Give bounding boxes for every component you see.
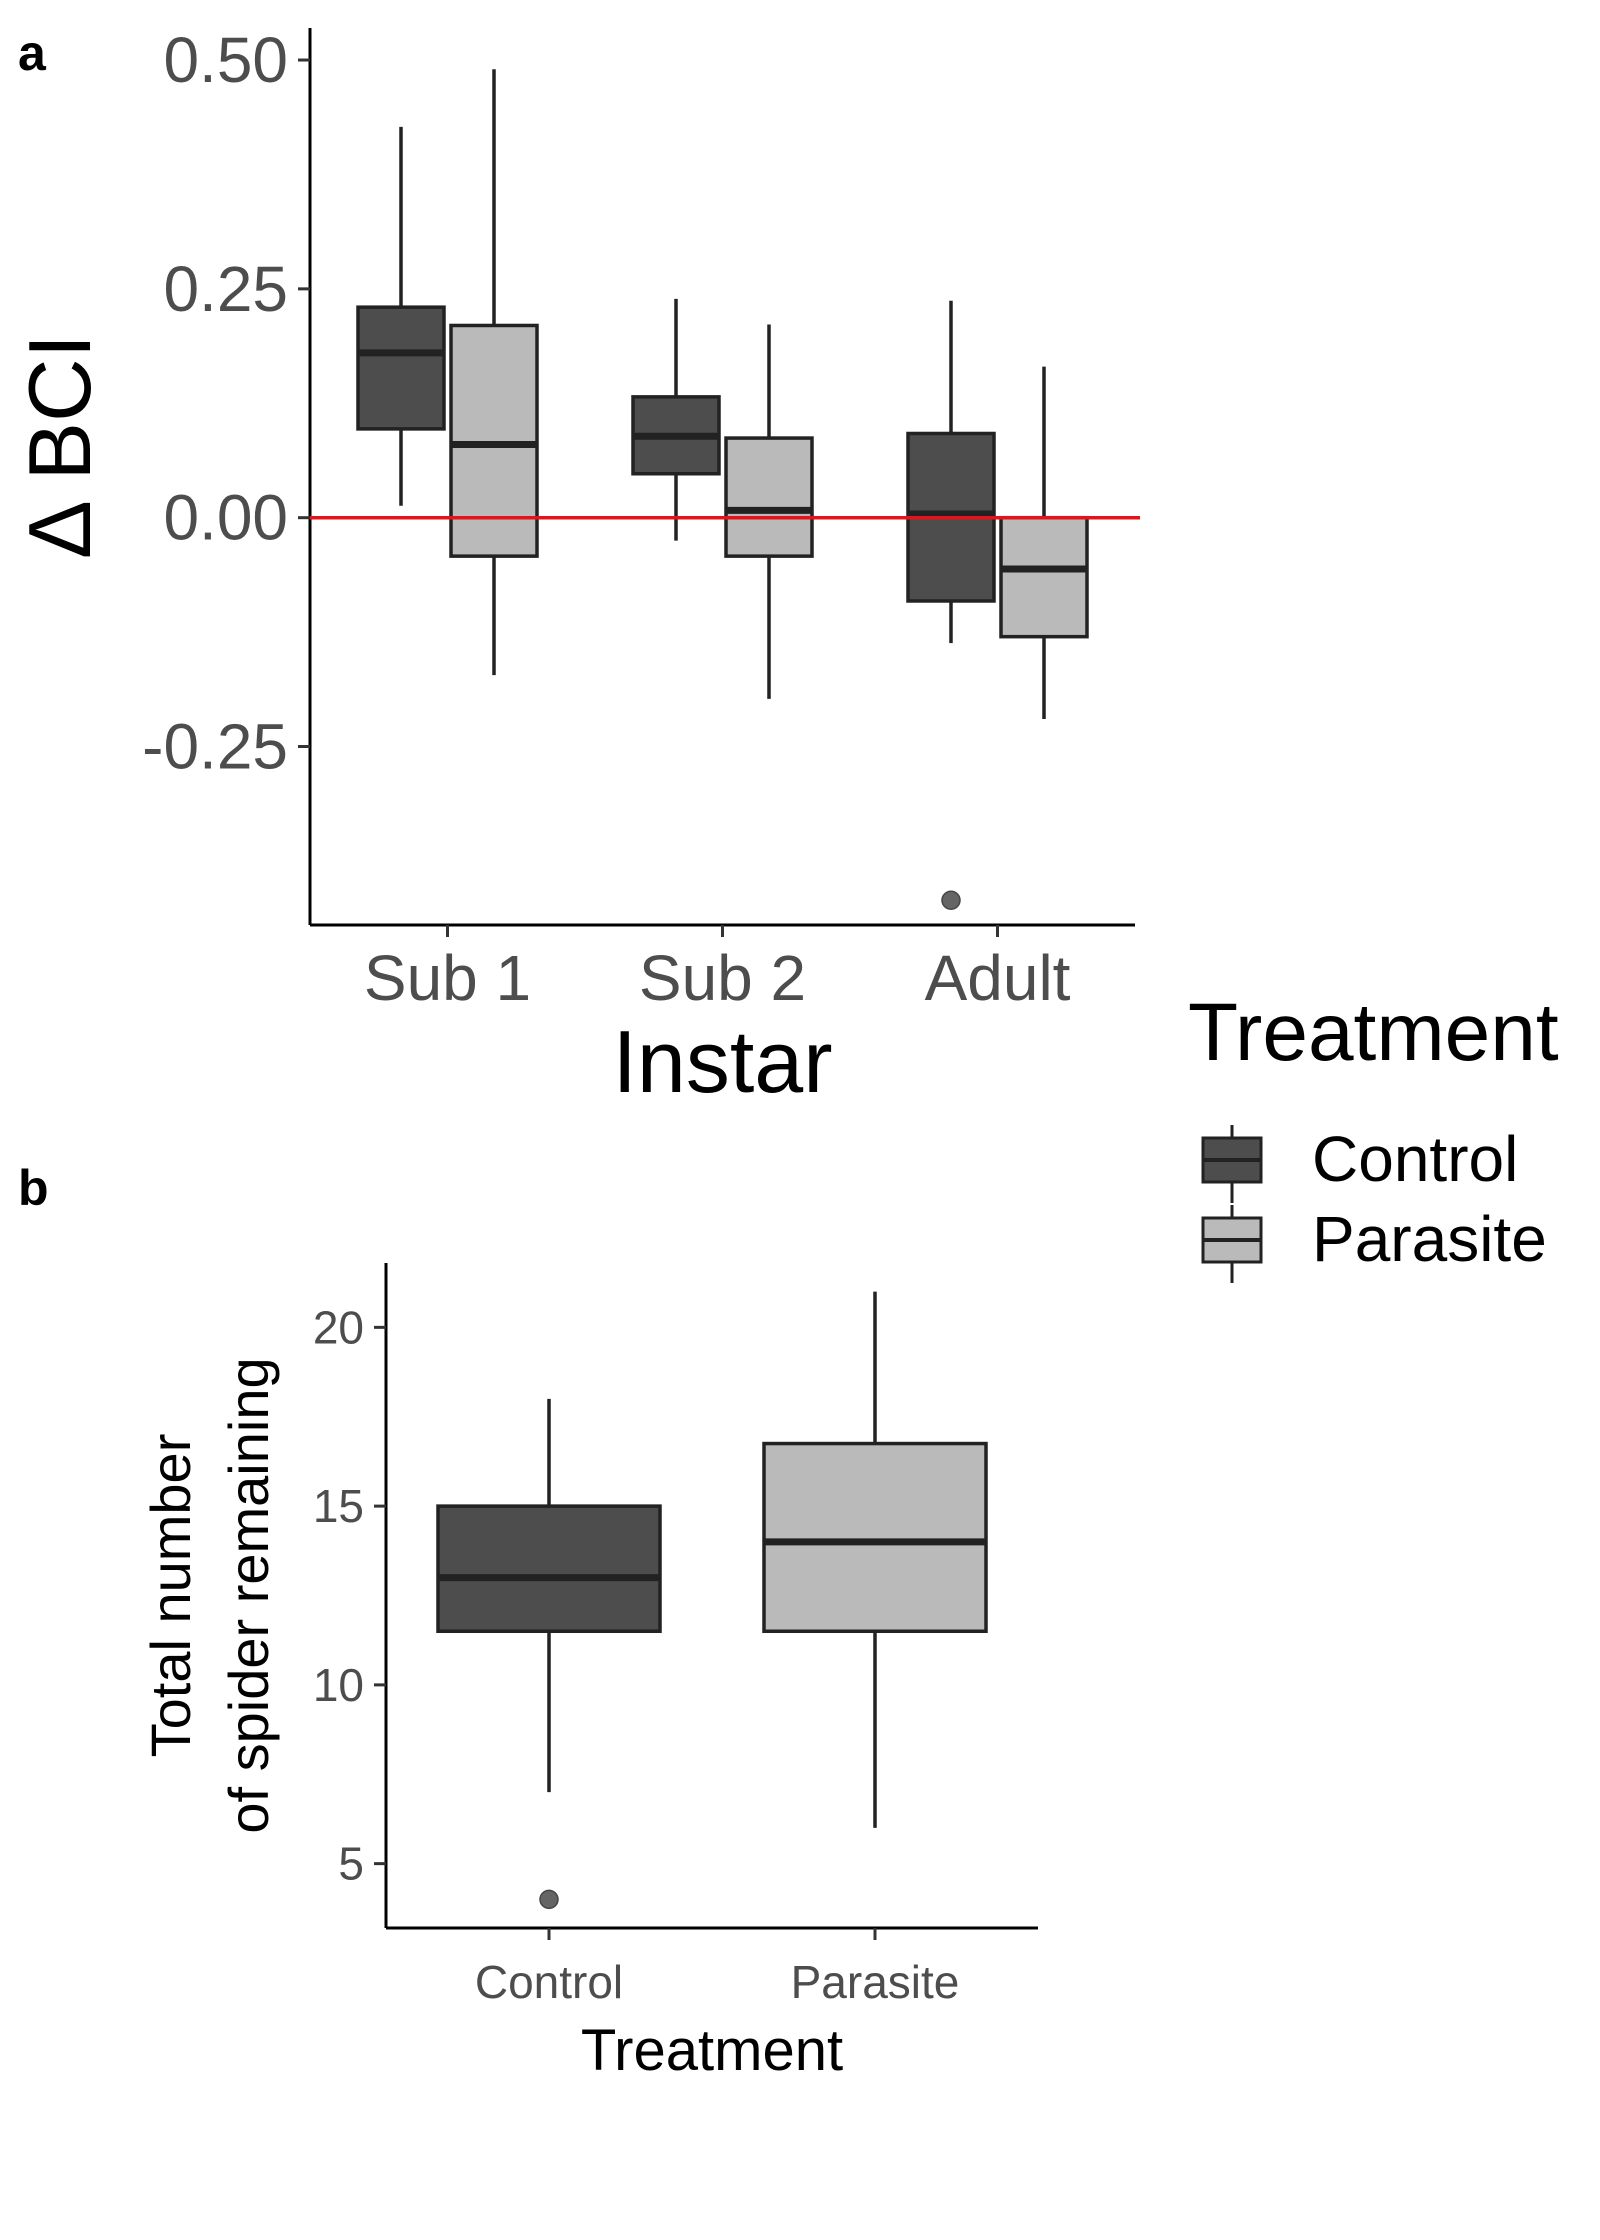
panel-label: b (18, 1160, 49, 1216)
legend: Treatment Control Parasite (1188, 987, 1559, 1283)
box-rect (449, 323, 539, 558)
box-parasite-sub-2 (724, 324, 814, 699)
legend-key-parasite (1201, 1205, 1263, 1283)
x-axis-title: Instar (612, 1012, 832, 1111)
box-control-sub-2 (631, 298, 721, 541)
y-axis-title: Δ BCI (10, 334, 109, 559)
y-tick-label: 15 (313, 1480, 364, 1532)
x-tick-label: Adult (925, 942, 1071, 1014)
legend-title: Treatment (1188, 987, 1559, 1078)
legend-key-control (1201, 1125, 1263, 1203)
x-axis-title: Treatment (581, 2018, 843, 2083)
panel-b-boxplot: b 5 10 15 20 Control Parasite Treatment Total nu… (18, 1160, 1038, 2083)
outlier-point (539, 1889, 559, 1910)
y-tick-label: 0.50 (163, 24, 288, 96)
panel-a-boxplot: a -0.25 0.00 0.25 0.50 Sub 1 Sub 2 Adult Instar Δ… (10, 24, 1140, 1111)
box-parasite-adult (999, 366, 1089, 720)
panel-label: a (18, 25, 47, 81)
outlier-point (941, 890, 961, 911)
box-control-adult (906, 300, 996, 911)
y-tick-label: 5 (338, 1838, 364, 1890)
y-tick-label: 0.25 (163, 253, 288, 325)
box-parasite-parasite (762, 1291, 988, 1828)
box-rect (762, 1441, 988, 1634)
legend-label-parasite: Parasite (1312, 1203, 1547, 1275)
y-tick-label: 0.00 (163, 482, 288, 554)
legend-label-control: Control (1312, 1123, 1518, 1195)
y-axis-title-line: Total number (139, 1434, 202, 1758)
x-tick-label: Sub 1 (364, 942, 531, 1014)
box-control-sub-1 (356, 126, 446, 506)
y-tick-label: 20 (313, 1301, 364, 1353)
x-tick-label: Parasite (791, 1956, 960, 2008)
y-tick-label: 10 (313, 1659, 364, 1711)
box-parasite-sub-1 (449, 69, 539, 676)
x-tick-label: Control (475, 1956, 623, 2008)
box-rect (724, 436, 814, 558)
box-rect (436, 1504, 662, 1634)
box-control-control (436, 1398, 662, 1910)
y-axis-title-line: of spider remaining (217, 1357, 280, 1833)
box-rect (999, 515, 1089, 639)
x-tick-label: Sub 2 (639, 942, 806, 1014)
box-rect (356, 305, 446, 431)
y-tick-label: -0.25 (142, 711, 288, 783)
